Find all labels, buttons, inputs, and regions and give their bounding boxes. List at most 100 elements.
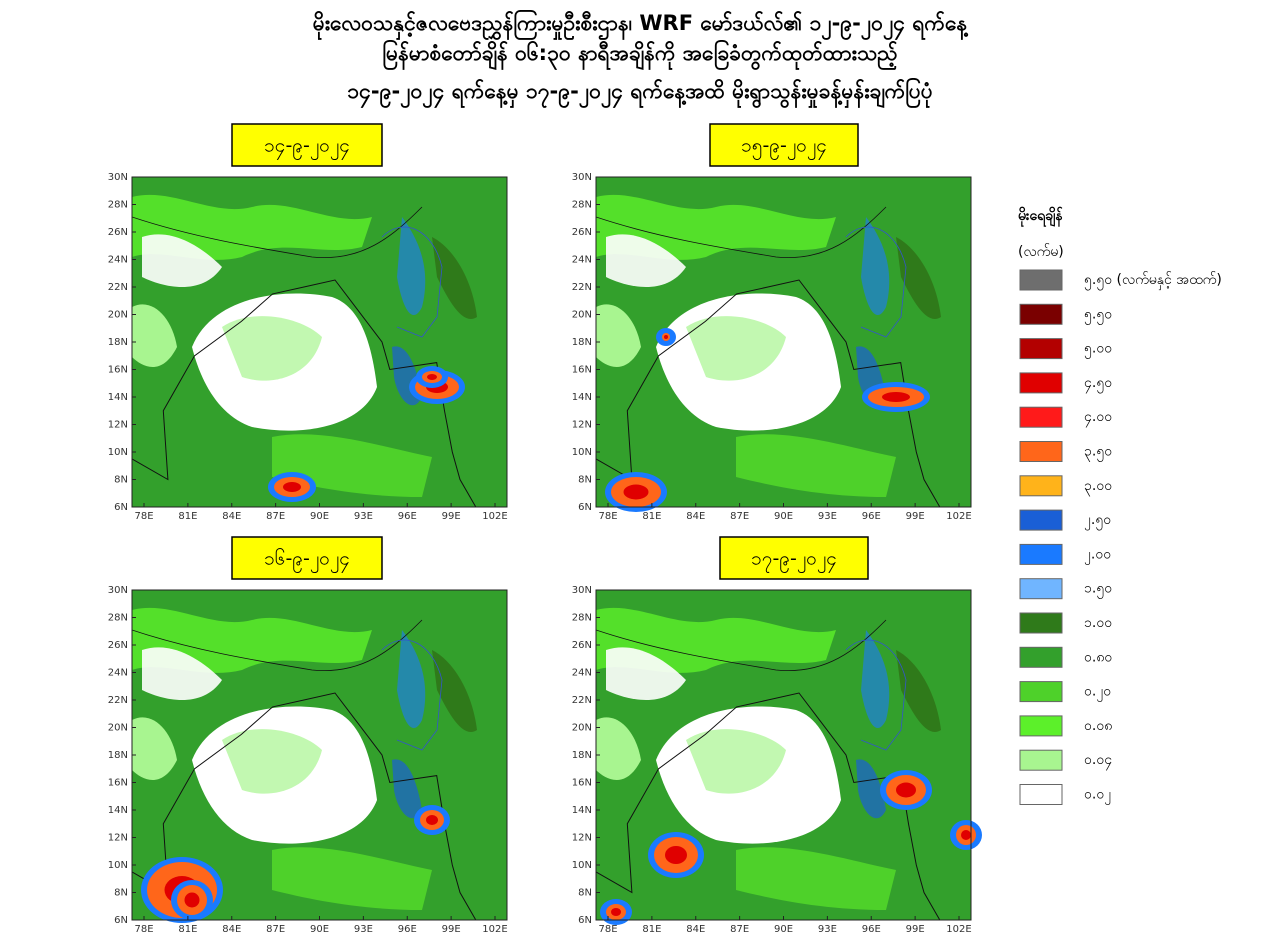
lon-label: 78E [134,924,153,934]
legend-label: ၄.၅၀ [1084,375,1112,393]
legend-swatch [1019,441,1063,462]
legend-swatch [1019,543,1063,565]
legend-unit: (လက်မ) [1018,244,1064,260]
rain-patch [426,815,438,825]
legend-swatch [1019,509,1063,531]
lon-label: 99E [442,511,461,522]
legend-swatch [1019,372,1063,394]
legend-label: ၀.၀၄ [1084,752,1112,770]
legend-label: ၅.၅၀ [1084,306,1112,324]
title-line: မြန်မာစံတော်ချိန် ၀၆:၃၀ နာရီအချိန်ကို အခ… [382,38,897,71]
lat-label: 28N [572,613,592,624]
lon-label: 102E [482,924,507,934]
lat-label: 6N [578,502,592,513]
lon-label: 96E [862,511,881,522]
lat-label: 14N [572,805,592,816]
lat-label: 14N [108,392,128,403]
date-box [719,536,869,580]
lat-label: 10N [572,447,592,458]
lat-label: 26N [572,227,592,238]
legend-label: ၄.၀၀ [1084,409,1112,427]
lat-label: 18N [108,337,128,348]
rain-patch [623,484,649,500]
lat-label: 24N [572,255,592,266]
lon-label: 93E [818,511,837,522]
lon-label: 99E [442,924,461,934]
lat-label: 16N [108,778,128,789]
lon-label: 84E [222,924,241,934]
date-label: ၁၅-၉-၂၀၂၄ [741,135,827,161]
legend-swatch [1019,578,1063,600]
rain-patch [283,482,301,492]
lon-label: 87E [730,511,749,522]
lon-label: 87E [266,924,285,934]
lon-label: 90E [774,924,793,934]
lon-label: 96E [862,924,881,934]
date-label: ၁၇-၉-၂၀၂၄ [751,548,837,574]
lat-label: 12N [108,833,128,844]
lat-label: 14N [572,392,592,403]
lon-label: 93E [818,924,837,934]
rain-patch [896,782,916,798]
lat-label: 26N [108,640,128,651]
legend-swatch [1019,406,1063,428]
lat-label: 30N [572,585,592,596]
legend-swatch [1019,715,1063,737]
lat-label: 24N [572,668,592,679]
date-box [231,123,383,167]
map-panel: 30N 28N 26N 24N 22N 20N 18N 16N 14N 12N 10N 8N 6N 78E… [108,585,508,934]
lat-label: 18N [108,750,128,761]
legend-swatch [1019,681,1063,703]
lat-label: 10N [572,860,592,871]
rain-patch [882,392,910,402]
date-box [231,536,383,580]
lon-label: 102E [482,511,507,522]
lon-label: 81E [642,511,661,522]
legend-swatch [1019,303,1063,325]
lat-label: 16N [572,778,592,789]
rain-patch [961,830,971,840]
lat-label: 8N [114,888,128,899]
lon-label: 90E [310,924,329,934]
legend-label: ၂.၅၀ [1084,512,1111,530]
date-label: ၁၄-၉-၂၀၂၄ [264,135,350,161]
lon-label: 78E [134,511,153,522]
legend-label: ၃.၅၀ [1084,444,1112,462]
lon-label: 78E [598,511,617,522]
lat-label: 12N [572,833,592,844]
legend-swatch [1019,612,1063,634]
legend-title: မိုးရေချိန် [1018,207,1063,227]
legend-label: ၀.၂၀ [1084,684,1111,702]
lat-label: 18N [572,337,592,348]
map-image [596,590,971,920]
legend-label: ၃.၀၀ [1084,478,1112,496]
lat-label: 16N [108,365,128,376]
map-panel: 30N 28N 26N 24N 22N 20N 18N 16N 14N 12N 10N 8N 6N 78E… [108,172,508,522]
legend-label: ၀.၈၀ [1084,649,1112,665]
lon-label: 81E [178,924,197,934]
lon-label: 90E [774,511,793,522]
title-line: ၁၄-၉-၂၀၂၄ ရက်နေ့မှ ၁၇-၉-၂၀၂၄ ရက်နေ့အထိ မ… [347,76,932,109]
lat-label: 30N [108,585,128,596]
lon-label: 84E [686,511,705,522]
lat-label: 8N [578,475,592,486]
legend-label: ၅.၅၀ (လက်မနှင့် အထက်) [1084,272,1222,290]
lat-label: 6N [114,915,128,926]
legend-label: ၁.၅၀ [1084,581,1112,599]
map-panel: 30N 28N 26N 24N 22N 20N 18N 16N 14N 12N 10N 8N 6N 78E… [572,585,982,934]
lat-label: 30N [572,172,592,183]
lon-label: 84E [222,511,241,522]
lat-label: 10N [108,447,128,458]
legend-swatch [1019,784,1063,805]
legend-label: ၅.၀၀ [1084,341,1112,359]
lat-label: 18N [572,750,592,761]
rain-patch [427,374,437,380]
lon-label: 99E [906,924,925,934]
lat-label: 16N [572,365,592,376]
lat-label: 20N [572,310,592,321]
legend-swatch [1019,646,1063,668]
lat-label: 14N [108,805,128,816]
lat-label: 24N [108,668,128,679]
legend-swatch [1019,475,1063,497]
lon-label: 81E [178,511,197,522]
